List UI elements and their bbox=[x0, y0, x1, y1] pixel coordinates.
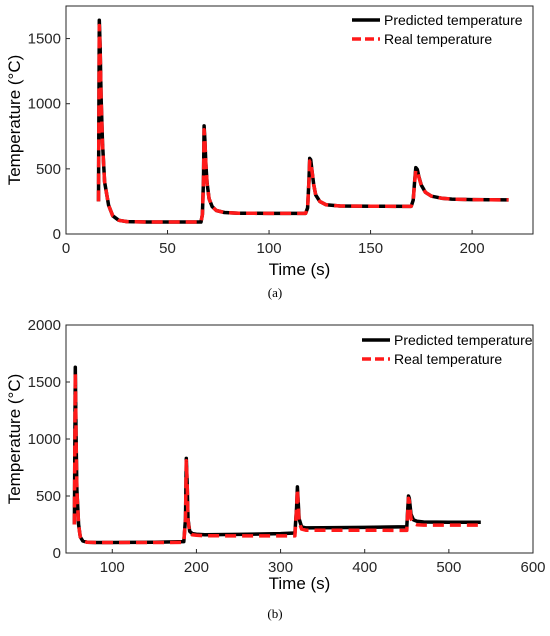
y-tick-label: 1000 bbox=[28, 96, 61, 113]
legend-label: Real temperature bbox=[384, 31, 492, 47]
plot-frame bbox=[65, 5, 534, 235]
x-axis-label: Time (s) bbox=[269, 574, 331, 593]
x-axis-label: Time (s) bbox=[269, 260, 331, 279]
x-tick-label: 100 bbox=[257, 240, 282, 257]
series-line-real-temperature bbox=[96, 23, 509, 224]
y-tick-label: 0 bbox=[53, 545, 61, 562]
chart-panel-0: 0 50 100 150 200 0 500 1000 1500 Time (s) Temperat… bbox=[5, 5, 534, 300]
panel-label: (b) bbox=[267, 606, 282, 621]
legend-label: Predicted temperature bbox=[394, 332, 533, 348]
x-tick-label: 600 bbox=[520, 559, 545, 576]
series-line-predicted-temperature bbox=[96, 18, 509, 224]
y-axis-label: Temperature (°C) bbox=[5, 374, 24, 505]
x-tick-label: 400 bbox=[352, 559, 377, 576]
series-line-predicted-temperature bbox=[72, 365, 481, 545]
chart-panel-1: 100 200 300 400 500 600 0 500 1000 1500 2000 Time (… bbox=[5, 317, 546, 621]
y-tick-label: 500 bbox=[36, 161, 61, 178]
legend-label: Predicted temperature bbox=[384, 12, 523, 28]
x-tick-label: 50 bbox=[159, 240, 176, 257]
x-tick-label: 500 bbox=[436, 559, 461, 576]
y-tick-label: 1000 bbox=[28, 431, 61, 448]
legend-label: Real temperature bbox=[394, 351, 502, 367]
x-tick-label: 200 bbox=[460, 240, 485, 257]
x-tick-label: 150 bbox=[358, 240, 383, 257]
x-tick-label: 0 bbox=[62, 240, 70, 257]
y-tick-label: 500 bbox=[36, 488, 61, 505]
x-tick-label: 200 bbox=[184, 559, 209, 576]
x-tick-label: 300 bbox=[268, 559, 293, 576]
y-axis-label: Temperature (°C) bbox=[5, 55, 24, 186]
y-tick-label: 1500 bbox=[28, 374, 61, 391]
series-line-real-temperature bbox=[72, 371, 481, 545]
x-tick-label: 100 bbox=[100, 559, 125, 576]
y-tick-label: 2000 bbox=[28, 317, 61, 334]
y-tick-label: 1500 bbox=[28, 31, 61, 48]
panel-label: (a) bbox=[268, 285, 282, 300]
y-tick-label: 0 bbox=[53, 226, 61, 243]
